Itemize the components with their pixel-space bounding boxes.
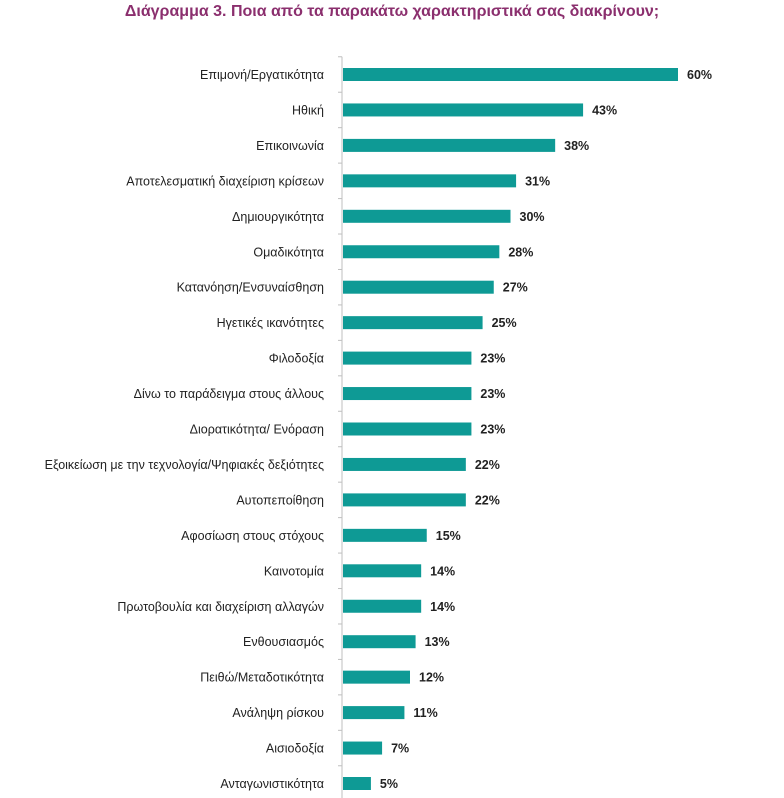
category-label: Φιλοδοξία (269, 352, 324, 366)
bar (343, 422, 472, 436)
bar (343, 741, 383, 755)
bar (343, 635, 416, 649)
bar (343, 280, 494, 294)
value-label: 22% (475, 458, 500, 472)
value-label: 14% (430, 564, 455, 578)
bar (343, 103, 584, 117)
category-label: Αφοσίωση στους στόχους (181, 529, 324, 543)
bar (343, 599, 422, 613)
category-label: Αυτοπεποίθηση (236, 493, 324, 507)
category-label: Επιμονή/Εργατικότητα (200, 68, 324, 82)
value-label: 31% (525, 174, 550, 188)
bar (343, 351, 472, 365)
category-label: Ανάληψη ρίσκου (232, 706, 324, 720)
category-label: Καινοτομία (264, 564, 324, 578)
value-label: 23% (480, 352, 505, 366)
category-label: Εξοικείωση με την τεχνολογία/Ψηφιακές δε… (45, 458, 324, 472)
bar (343, 68, 678, 81)
chart-title: Διάγραμμα 3. Ποια από τα παρακάτω χαρακτ… (124, 3, 660, 20)
value-label: 13% (425, 635, 450, 649)
value-label: 12% (419, 671, 444, 685)
bar (343, 316, 483, 330)
category-label: Ηγετικές ικανότητες (217, 316, 324, 330)
bar (343, 670, 410, 684)
category-label: Ενθουσιασμός (243, 635, 324, 649)
value-label: 14% (430, 600, 455, 614)
category-label: Ηθική (292, 103, 324, 117)
category-label: Δίνω το παράδειγμα στους άλλους (134, 387, 324, 401)
bars-group: Επιμονή/Εργατικότητα 60% Ηθική 43% Επικοινων… (45, 56, 712, 798)
bar (343, 245, 500, 259)
bar (343, 564, 422, 578)
bar (343, 493, 466, 507)
bar (343, 457, 466, 471)
bar (343, 209, 511, 223)
value-label: 7% (391, 742, 409, 756)
value-label: 28% (508, 245, 533, 259)
value-label: 15% (436, 529, 461, 543)
value-label: 43% (592, 103, 617, 117)
bar (343, 387, 472, 401)
bar (343, 174, 517, 188)
category-label: Ανταγωνιστικότητα (220, 777, 324, 791)
category-label: Πειθώ/Μεταδοτικότητα (200, 671, 324, 685)
value-label: 38% (564, 139, 589, 153)
bar (343, 777, 371, 790)
category-label: Δημιουργικότητα (232, 210, 324, 224)
category-label: Αισιοδοξία (266, 742, 324, 756)
value-label: 23% (480, 387, 505, 401)
value-label: 23% (480, 423, 505, 437)
category-label: Επικοινωνία (256, 139, 324, 153)
category-label: Πρωτοβουλία και διαχείριση αλλαγών (117, 600, 324, 614)
value-label: 60% (687, 68, 712, 82)
value-label: 25% (492, 316, 517, 330)
value-label: 30% (520, 210, 545, 224)
bar (343, 138, 556, 152)
category-label: Ομαδικότητα (253, 245, 324, 259)
bar (343, 706, 405, 720)
value-label: 11% (413, 706, 437, 720)
category-label: Κατανόηση/Ενσυναίσθηση (177, 281, 324, 295)
category-label: Αποτελεσματική διαχείριση κρίσεων (126, 174, 324, 188)
value-label: 5% (380, 777, 398, 791)
value-label: 22% (475, 493, 500, 507)
bar (343, 528, 427, 542)
value-label: 27% (503, 281, 528, 295)
category-label: Διορατικότητα/ Ενόραση (190, 423, 324, 437)
